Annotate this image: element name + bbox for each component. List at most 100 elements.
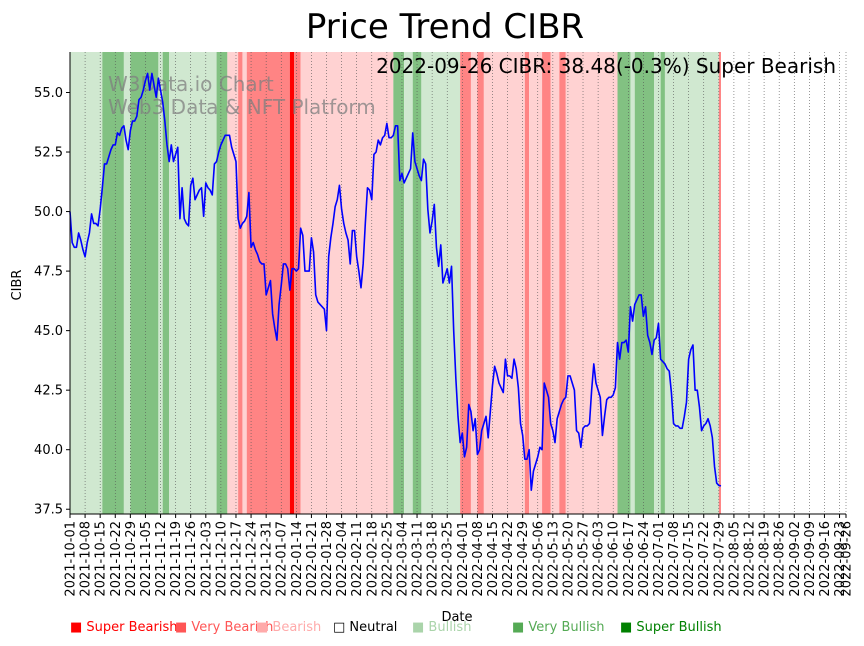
x-tick-label: 2022-03-04 [395,521,410,597]
legend-item-bearish: ■ Bearish [256,620,321,635]
legend-label: Very Bearish [191,620,274,635]
regime-band-bearish [470,52,478,514]
x-tick-label: 2022-09-09 [803,521,818,597]
y-tick-label: 55.0 [34,86,63,101]
legend-marker: ■ [256,620,273,635]
x-tick-label: 2022-02-18 [365,521,380,597]
x-tick-label: 2021-10-15 [94,521,109,597]
regime-band-bearish [483,52,525,514]
legend-marker: ■ [512,620,529,635]
regime-band-very-bullish [130,52,159,514]
regime-band-very-bullish [393,52,405,514]
legend-label: Super Bearish [86,620,178,635]
x-tick-label: 2022-03-18 [426,521,441,597]
y-tick-label: 42.5 [34,384,63,399]
regime-band-bearish [227,52,239,514]
y-axis-ticks: 37.5 40.0 42.5 45.0 47.5 50.0 52.5 55.0 [34,86,70,518]
regime-band-very-bearish [294,52,301,514]
regime-band-bearish [300,52,394,514]
regime-band-very-bullish [660,52,665,514]
x-tick-label: 2022-07-22 [697,521,712,597]
y-tick-label: 45.0 [34,324,63,339]
x-tick-label: 2021-10-08 [79,521,94,597]
regime-band-bullish [630,52,635,514]
x-tick-label: 2021-12-03 [199,521,214,597]
legend-marker: ■ [70,620,87,635]
regime-band-very-bearish [524,52,530,514]
legend-item-super-bearish: ■ Super Bearish [70,620,178,635]
legend-label: Super Bullish [636,620,722,635]
regime-band-super-bearish [289,52,295,514]
x-tick-label: 2022-09-26 [840,521,855,597]
x-tick-label: 2022-05-20 [561,521,576,597]
x-tick-label: 2022-06-10 [607,521,622,597]
x-tick-label: 2022-02-25 [380,521,395,597]
x-tick-label: 2022-07-01 [652,521,667,597]
regime-band-bullish [169,52,217,514]
x-tick-label: 2022-09-16 [818,521,833,597]
x-axis-ticks: 2021-10-01 2021-10-08 2021-10-15 2021-10-22… [64,514,855,597]
x-tick-label: 2021-10-22 [109,521,124,597]
legend-label: Bearish [272,620,322,635]
regime-band-very-bullish [634,52,655,514]
x-tick-label: 2022-04-08 [471,521,486,597]
axes [69,52,846,515]
legend-marker: ■ [620,620,637,635]
regime-band-very-bearish [477,52,484,514]
regime-band-very-bearish [246,52,290,514]
x-tick-label: 2022-02-11 [350,521,365,597]
x-tick-label: 2022-04-29 [516,521,531,597]
y-tick-label: 37.5 [34,503,63,518]
regime-band-very-bullish [162,52,170,514]
x-tick-label: 2021-11-19 [169,521,184,597]
series-line-cibr [69,72,722,491]
regime-band-bearish [550,52,560,514]
legend-item-very-bearish: ■ Very Bearish [175,620,273,635]
x-axis-label: Date [441,610,472,625]
regime-band-very-bearish [718,52,721,514]
regime-band-bullish [123,52,131,514]
x-tick-label: 2022-05-13 [546,521,561,597]
regime-bands [70,52,721,514]
x-tick-label: 2022-03-25 [441,521,456,597]
x-tick-label: 2021-11-05 [139,521,154,597]
x-tick-label: 2022-05-06 [531,521,546,597]
x-tick-label: 2022-07-15 [682,521,697,597]
x-tick-label: 2022-07-08 [667,521,682,597]
legend-item-bullish: ■ Bullish [412,620,471,635]
regime-band-very-bearish [238,52,243,514]
regime-band-bearish [529,52,543,514]
legend-label: Neutral [349,620,398,635]
vertical-gridlines [69,52,847,514]
x-tick-label: 2022-02-04 [335,521,350,597]
legend-item-very-bullish: ■ Very Bullish [512,620,604,635]
x-tick-label: 2022-07-29 [712,521,727,597]
x-tick-label: 2021-12-10 [214,521,229,597]
watermark: W3Data.io Chart Web3 Data & NFT Platform [108,72,376,119]
legend-label: Bullish [428,620,472,635]
regime-band-bullish [404,52,413,514]
x-tick-label: 2022-09-23 [833,521,848,597]
y-tick-label: 52.5 [34,146,63,161]
x-tick-label: 2022-04-22 [501,521,516,597]
legend-item-neutral: □ Neutral [333,620,397,635]
x-tick-label: 2022-06-24 [637,521,652,597]
legend-marker: ■ [175,620,192,635]
x-tick-label: 2022-04-15 [486,521,501,597]
regime-band-very-bullish [102,52,124,514]
regime-band-bullish [664,52,719,514]
x-tick-label: 2022-06-17 [622,521,637,597]
x-tick-label: 2021-12-17 [229,521,244,597]
legend-marker: ■ [412,620,429,635]
x-tick-label: 2022-08-05 [727,521,742,597]
regime-band-very-bearish [460,52,471,514]
x-tick-label: 2022-01-28 [320,521,335,597]
legend-item-super-bullish: ■ Super Bullish [620,620,722,635]
y-tick-label: 47.5 [34,265,63,280]
legend: ■ Super Bearish ■ Very Bearish ■ Bearish □ … [70,620,850,640]
y-tick-label: 40.0 [34,443,63,458]
y-tick-label: 50.0 [34,205,63,220]
x-tick-label: 2022-06-03 [592,521,607,597]
x-tick-label: 2021-12-31 [260,521,275,597]
